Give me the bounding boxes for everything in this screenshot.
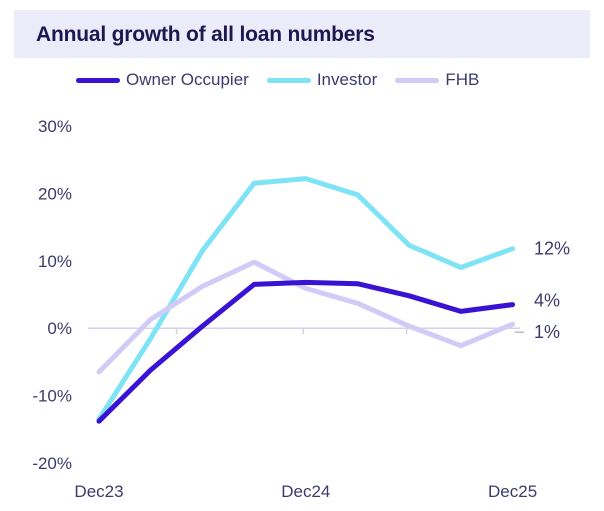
legend-item-investor: Investor xyxy=(266,70,378,90)
y-tick-label: 0% xyxy=(47,319,72,338)
series-line-fhb xyxy=(96,259,516,375)
title-band: Annual growth of all loan numbers xyxy=(14,10,590,58)
series-line-investor xyxy=(96,176,516,422)
legend-swatch-investor xyxy=(266,77,311,83)
y-tick-label: 10% xyxy=(38,252,72,271)
legend-label-investor: Investor xyxy=(316,70,378,89)
chart-title: Annual growth of all loan numbers xyxy=(36,23,375,46)
y-tick-label: 20% xyxy=(38,184,72,203)
legend-label-owner-occupier: Owner Occupier xyxy=(126,70,249,89)
legend-item-fhb: FHB xyxy=(395,70,479,90)
legend-item-owner-occupier: Owner Occupier xyxy=(76,70,249,90)
x-tick-label: Dec24 xyxy=(281,482,330,501)
end-label-owner-occupier: 4% xyxy=(534,291,560,311)
y-tick-label: -10% xyxy=(32,387,72,406)
y-tick-label: 30% xyxy=(38,117,72,136)
x-tick-label: Dec23 xyxy=(74,482,123,501)
legend-swatch-fhb xyxy=(395,77,440,83)
legend: Owner Occupier Investor FHB xyxy=(76,70,497,90)
x-tick-label: Dec25 xyxy=(488,482,537,501)
series-line-owner-occupier xyxy=(96,279,516,424)
y-tick-label: -20% xyxy=(32,454,72,473)
legend-swatch-owner-occupier xyxy=(76,77,120,83)
legend-label-fhb: FHB xyxy=(445,70,480,89)
end-label-investor: 12% xyxy=(534,239,570,259)
end-label-fhb: 1% xyxy=(534,322,560,342)
